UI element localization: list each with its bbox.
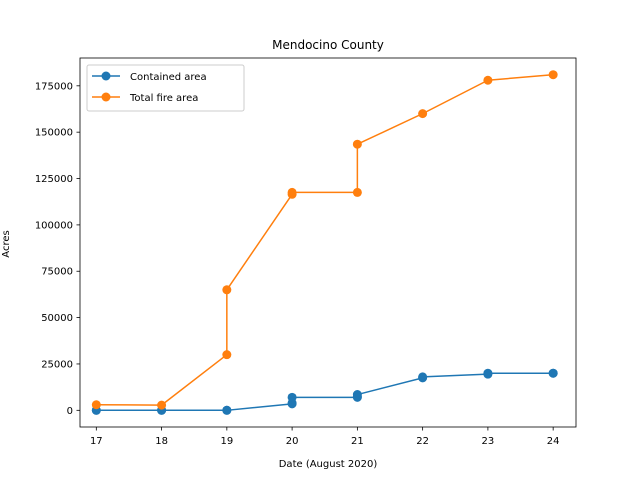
data-point [418,109,428,119]
y-axis-label: Acres [1,230,12,257]
data-point [548,368,558,378]
data-point [352,390,362,400]
chart-title: Mendocino County [272,38,384,52]
legend-box [86,64,245,112]
x-tick-label: 20 [286,436,299,447]
y-tick-label: 0 [67,406,73,417]
legend-label-0: Contained area [130,72,207,83]
data-point [548,70,558,80]
data-point [287,392,297,402]
data-point [222,405,232,415]
data-point [222,350,232,360]
data-point [483,368,493,378]
legend-marker-0 [101,71,111,81]
x-tick-label: 18 [155,436,168,447]
x-tick-label: 19 [220,436,233,447]
data-point [418,372,428,382]
x-tick-label: 22 [416,436,429,447]
data-point [483,75,493,85]
data-point [157,400,167,410]
x-tick-label: 21 [351,436,364,447]
plot-area [91,70,558,415]
data-point [222,285,232,295]
legend-marker-1 [101,92,111,102]
y-tick-label: 125000 [35,174,73,185]
y-tick-label: 50000 [41,313,73,324]
y-tick-label: 150000 [35,128,73,139]
y-tick-label: 75000 [41,267,73,278]
legend-label-1: Total fire area [129,93,198,104]
axes: 17 18 19 20 21 22 23 24 0 25000 50000 75000 100000 12… [35,57,577,447]
data-point [287,187,297,197]
data-point [352,139,362,149]
axes-frame [79,57,577,428]
legend: Contained area Total fire area [86,64,245,112]
x-tick-label: 23 [482,436,495,447]
x-axis-label: Date (August 2020) [279,459,378,470]
y-tick-label: 25000 [41,359,73,370]
data-point [352,187,362,197]
data-point [91,400,101,410]
y-tick-label: 100000 [35,220,73,231]
x-tick-label: 17 [90,436,103,447]
x-tick-label: 24 [547,436,560,447]
y-tick-label: 175000 [35,81,73,92]
